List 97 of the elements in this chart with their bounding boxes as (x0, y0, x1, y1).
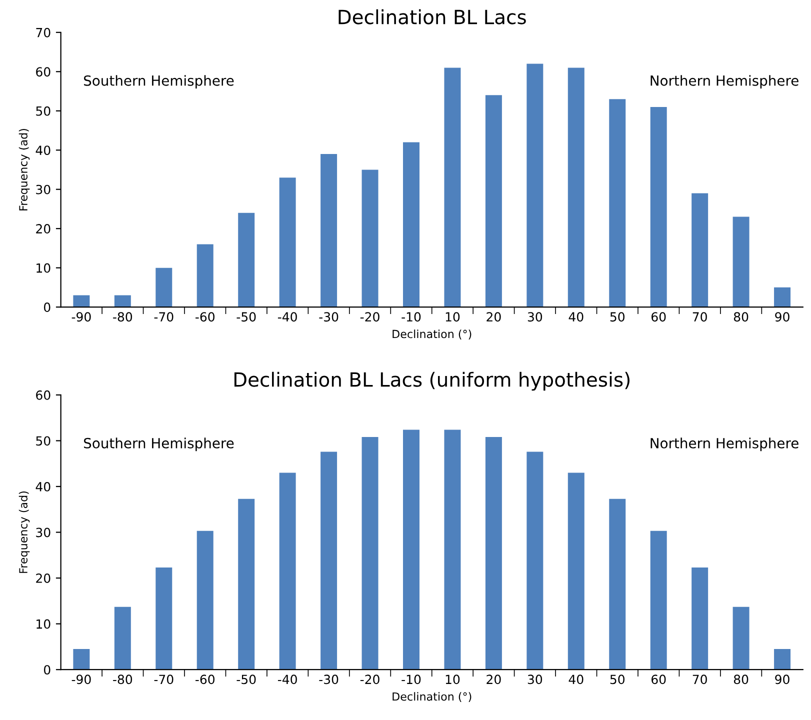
x-tick-label: 40 (568, 312, 584, 322)
bar (362, 437, 378, 670)
bar (692, 193, 708, 308)
bar (279, 178, 296, 308)
x-tick-label: -30 (319, 312, 338, 322)
y-tick-label: 20 (36, 574, 50, 583)
bar (114, 606, 131, 670)
annotation: Northern Hemisphere (650, 75, 798, 89)
y-tick-label: 40 (36, 146, 50, 156)
y-tick-label: 0 (44, 665, 50, 675)
x-tick-label: -80 (113, 312, 132, 322)
x-tick-label: -30 (319, 674, 338, 684)
bar (156, 268, 172, 308)
x-tick-label: -20 (360, 674, 380, 684)
x-tick-label: -60 (196, 312, 214, 322)
bar (320, 154, 338, 308)
y-tick-label: 60 (36, 390, 50, 400)
bar (732, 216, 750, 308)
x-tick-label: 80 (734, 674, 748, 684)
bar (73, 649, 90, 670)
x-tick-label: 20 (486, 674, 501, 684)
bar (279, 472, 296, 670)
bar (320, 452, 338, 670)
annotation: Southern Hemisphere (84, 75, 234, 89)
y-tick-label: 40 (36, 482, 50, 492)
x-tick-label: 50 (610, 674, 624, 684)
bar (485, 437, 502, 670)
x-tick-label: -70 (154, 312, 174, 322)
bar (403, 142, 420, 308)
x-tick-label: 90 (775, 312, 790, 322)
x-tick-label: 30 (528, 312, 542, 322)
bar (692, 568, 708, 670)
x-tick-label: -10 (402, 674, 421, 684)
bar (444, 68, 461, 308)
x-tick-label: -40 (278, 674, 297, 684)
y-tick-label: 0 (44, 302, 50, 312)
bar (444, 430, 461, 670)
annotation: Northern Hemisphere (650, 438, 798, 452)
chart-title: Declination BL Lacs (uniform hypothesis) (234, 372, 630, 391)
bar (526, 452, 544, 670)
y-tick-label: 50 (36, 106, 50, 116)
x-tick-label: 10 (446, 312, 460, 322)
x-tick-label: 40 (568, 674, 584, 684)
x-axis-title: Declination (°) (392, 330, 472, 340)
x-tick-label: 80 (734, 312, 748, 322)
bar (238, 498, 255, 670)
x-tick-label: -10 (402, 312, 421, 322)
bar (609, 99, 626, 308)
x-tick-label: -50 (236, 312, 256, 322)
x-tick-label: -70 (154, 674, 174, 684)
bar (196, 530, 214, 670)
y-axis-title: Frequency (ad) (18, 492, 30, 573)
bar (609, 498, 626, 670)
bar (238, 212, 255, 308)
x-axis-title: Declination (°) (392, 692, 472, 702)
x-tick-label: 20 (486, 312, 501, 322)
annotation: Southern Hemisphere (84, 438, 234, 452)
bar (732, 606, 750, 670)
x-tick-label: -40 (278, 312, 297, 322)
bar (362, 170, 378, 308)
chart-title: Declination BL Lacs (338, 9, 526, 24)
bar (774, 287, 791, 308)
y-tick-label: 60 (36, 67, 50, 77)
x-tick-label: 60 (652, 674, 666, 684)
bar (650, 106, 667, 308)
bar (73, 295, 90, 308)
y-axis-title: Frequency (ad) (18, 128, 30, 210)
bar (485, 95, 502, 308)
x-tick-label: 60 (652, 312, 666, 322)
y-tick-label: 50 (36, 436, 50, 446)
y-tick-label: 70 (36, 28, 50, 38)
x-tick-label: 50 (610, 312, 624, 322)
x-tick-label: -80 (113, 674, 132, 684)
y-tick-label: 30 (36, 184, 50, 194)
bar (568, 472, 584, 670)
bar (568, 68, 584, 308)
x-tick-label: -50 (236, 674, 256, 684)
y-tick-label: 30 (36, 528, 50, 538)
x-tick-label: -90 (72, 312, 91, 322)
x-tick-label: 10 (446, 674, 460, 684)
bar (526, 64, 544, 308)
x-tick-label: 90 (775, 674, 790, 684)
x-tick-label: 70 (692, 674, 707, 684)
bar (650, 530, 667, 670)
x-tick-label: -60 (196, 674, 214, 684)
x-tick-label: 70 (692, 312, 707, 322)
bar (114, 295, 131, 308)
y-tick-label: 10 (36, 263, 50, 273)
x-tick-label: -20 (360, 312, 380, 322)
bar (774, 649, 791, 670)
x-tick-label: 30 (528, 674, 542, 684)
bar (156, 568, 172, 670)
y-tick-label: 20 (36, 224, 50, 234)
bar (196, 244, 214, 308)
x-tick-label: -90 (72, 674, 91, 684)
y-tick-label: 10 (36, 619, 50, 629)
bar (403, 430, 420, 670)
